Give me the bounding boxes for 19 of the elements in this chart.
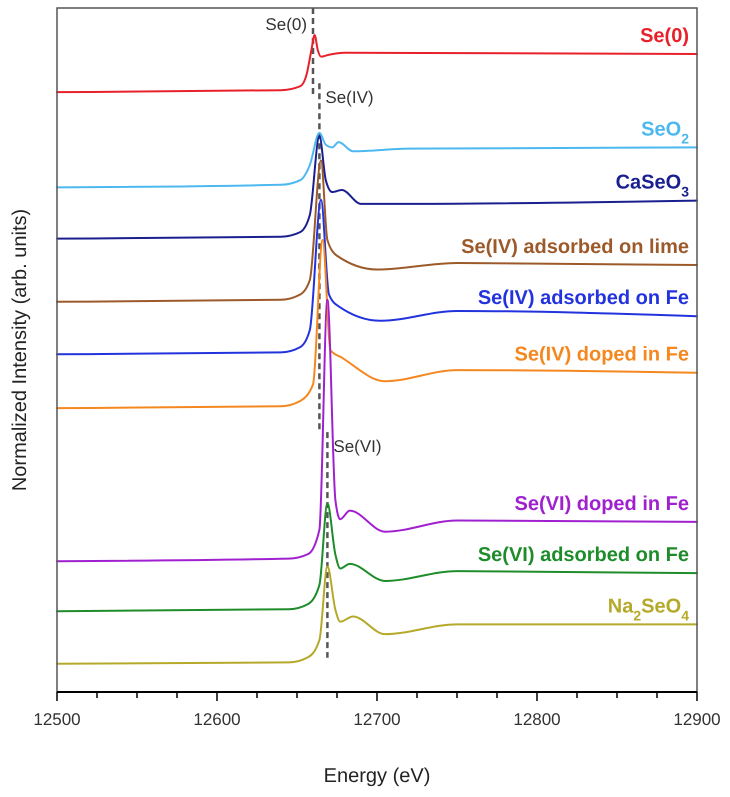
x-tick-label: 12900: [673, 710, 721, 729]
y-axis-title: Normalized Intensity (arb. units): [9, 208, 31, 492]
series-label: Se(VI) doped in Fe: [514, 492, 689, 515]
x-tick-label: 12500: [33, 710, 81, 729]
x-tick-label: 12600: [193, 710, 241, 729]
series-label: SeO$_{2}$: [641, 118, 690, 146]
x-tick-label: 12700: [353, 710, 401, 729]
ref-line-label: Se(VI): [333, 437, 382, 456]
series-label: CaSeO$_{3}$: [616, 172, 690, 200]
series-label: Se(IV) doped in Fe: [514, 344, 689, 366]
series-label: Na$_{2}$SeO$_{4}$: [608, 595, 690, 624]
x-tick-label: 12800: [513, 710, 561, 729]
x-axis-title: Energy (eV): [324, 765, 430, 787]
series-label: Se(VI) adsorbed on Fe: [478, 544, 689, 566]
ref-line-label: Se(IV): [325, 88, 374, 108]
series-label: Se(0): [640, 25, 689, 48]
series-label: Se(IV) adsorbed on lime: [461, 236, 689, 258]
ref-line-label: Se(0): [265, 15, 307, 34]
series-label: Se(IV) adsorbed on Fe: [478, 287, 689, 310]
